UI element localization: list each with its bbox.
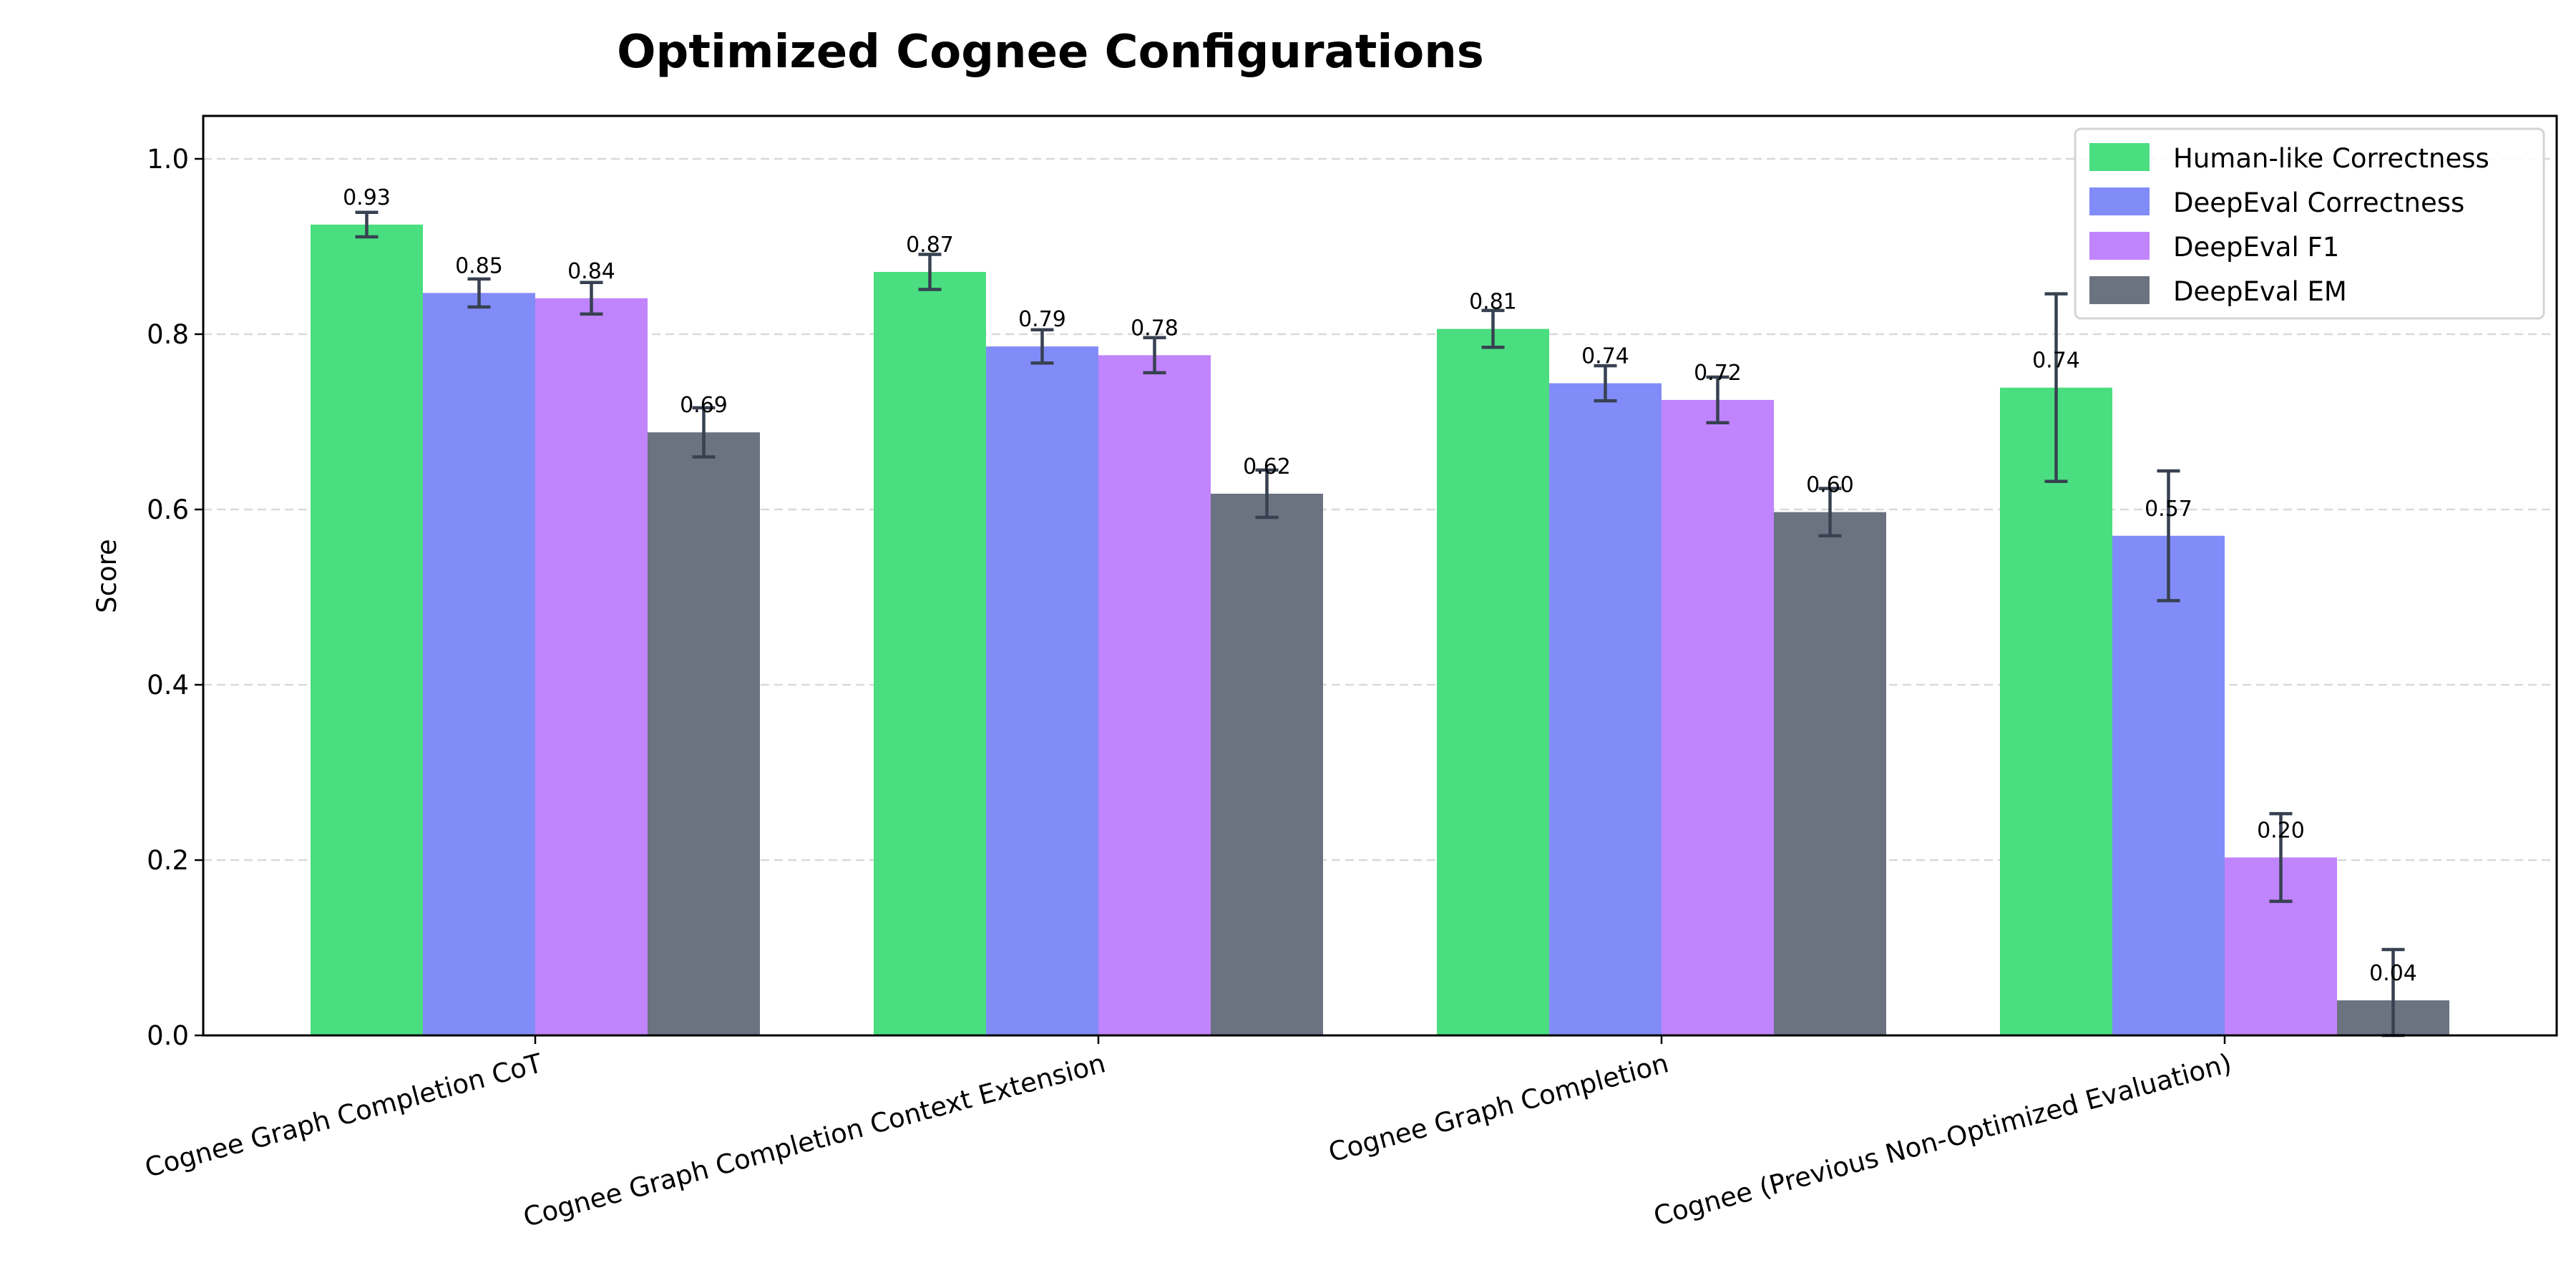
data-label: 0.81: [1469, 290, 1517, 315]
bar: [1774, 512, 1886, 1035]
bar: [2112, 535, 2225, 1035]
data-label: 0.84: [567, 259, 615, 284]
bar: [986, 346, 1098, 1035]
bar: [2000, 387, 2112, 1035]
bar: [311, 224, 423, 1035]
legend-label: DeepEval Correctness: [2173, 187, 2464, 218]
data-label: 0.57: [2145, 497, 2192, 522]
y-tick-label: 0.4: [147, 670, 189, 701]
data-labels: 0.93 0.87 0.81 0.74 0.85 0.79 0.74 0.57 0.84 0.78…: [343, 185, 2417, 986]
data-label: 0.78: [1131, 316, 1179, 341]
legend-swatch: [2089, 276, 2150, 304]
bar: [648, 432, 760, 1035]
legend-swatch: [2089, 232, 2150, 260]
bar: [423, 293, 535, 1035]
data-label: 0.93: [343, 185, 391, 210]
bar: [1098, 355, 1211, 1035]
data-label: 0.60: [1806, 473, 1854, 498]
y-tick-label: 0.8: [147, 319, 189, 350]
data-label: 0.85: [455, 253, 503, 278]
data-label: 0.74: [2032, 348, 2080, 374]
data-label: 0.87: [906, 233, 954, 258]
legend-label: DeepEval EM: [2173, 276, 2347, 307]
legend-swatch: [2089, 143, 2150, 171]
x-tick-label: Cognee Graph Completion CoT: [142, 1048, 546, 1184]
data-label: 0.72: [1694, 361, 1742, 386]
x-tick-label: Cognee Graph Completion: [1325, 1048, 1672, 1168]
data-label: 0.62: [1243, 454, 1291, 479]
data-label: 0.79: [1018, 307, 1066, 332]
x-tick-label: Cognee Graph Completion Context Extensio…: [520, 1048, 1108, 1233]
data-label: 0.04: [2369, 961, 2417, 986]
bar: [1549, 383, 1662, 1035]
x-tick-label: Cognee (Previous Non-Optimized Evaluatio…: [1650, 1048, 2235, 1231]
bar: [535, 298, 648, 1035]
y-tick-label: 0.0: [147, 1020, 189, 1051]
y-tick-label: 0.6: [147, 494, 189, 525]
y-axis-label: Score: [92, 539, 122, 613]
y-axis-ticks: 0.0 0.2 0.4 0.6 0.8 1.0: [147, 144, 203, 1051]
legend-label: DeepEval F1: [2173, 232, 2339, 263]
error-bars: [355, 210, 2405, 1038]
y-tick-label: 1.0: [147, 144, 189, 175]
data-label: 0.69: [680, 393, 728, 418]
bar: [1211, 493, 1323, 1035]
bar: [1437, 328, 1549, 1035]
bar: [874, 272, 986, 1035]
data-label: 0.74: [1581, 344, 1629, 369]
legend: Human-like Correctness DeepEval Correctne…: [2074, 127, 2545, 320]
y-tick-label: 0.2: [147, 845, 189, 876]
data-label: 0.20: [2257, 818, 2305, 843]
bar: [1662, 399, 1774, 1035]
legend-swatch: [2089, 187, 2150, 215]
legend-label: Human-like Correctness: [2173, 143, 2489, 174]
plot-frame: [202, 114, 2558, 1037]
bars: [311, 224, 2449, 1035]
chart-title: Optimized Cognee Configurations: [617, 26, 1484, 79]
legend-box: [2074, 127, 2545, 320]
